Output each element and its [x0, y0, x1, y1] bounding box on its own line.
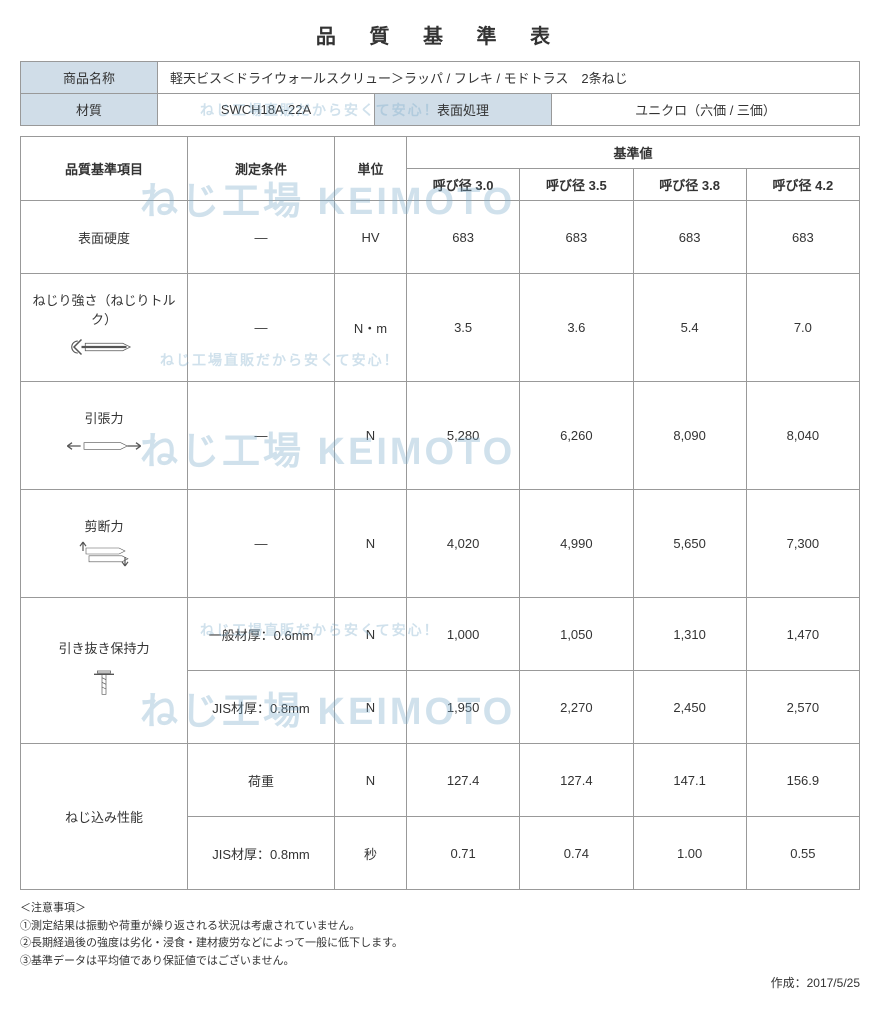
val-1-3: 7.0	[746, 274, 859, 382]
val-1-1: 3.6	[520, 274, 633, 382]
note-line-2: ③基準データは平均値であり保証値ではございません。	[20, 953, 860, 971]
note-line-1: ②長期経過後の強度は劣化・浸食・建材疲労などによって一般に低下します。	[20, 935, 860, 953]
date-label: 作成：	[771, 976, 807, 990]
val-4-3: 1,470	[746, 598, 859, 671]
val-7-2: 1.00	[633, 817, 746, 890]
item-label-0: 表面硬度	[78, 228, 130, 247]
val-6-2: 147.1	[633, 744, 746, 817]
label-material: 材質	[21, 94, 158, 126]
cond-3: ―	[188, 490, 335, 598]
item-label-2: 引張力	[84, 408, 123, 427]
col-diameter-0: 呼び径 3.0	[407, 169, 520, 201]
unit-0: HV	[335, 201, 407, 274]
val-2-3: 8,040	[746, 382, 859, 490]
val-7-0: 0.71	[407, 817, 520, 890]
val-7-3: 0.55	[746, 817, 859, 890]
unit-1: N・m	[335, 274, 407, 382]
val-5-1: 2,270	[520, 671, 633, 744]
col-standard: 基準値	[407, 137, 860, 169]
item-6: ねじ込み性能	[21, 744, 188, 890]
item-0: 表面硬度	[21, 201, 188, 274]
item-label-6: ねじ込み性能	[65, 807, 143, 826]
val-0-2: 683	[633, 201, 746, 274]
spec-table: 品質基準項目 測定条件 単位 基準値 呼び径 3.0呼び径 3.5呼び径 3.8…	[20, 136, 860, 890]
notes-block: ＜注意事項＞ ①測定結果は振動や荷重が繰り返される状況は考慮されていません。②長…	[20, 900, 860, 970]
unit-6: N	[335, 744, 407, 817]
date-line: 作成：2017/5/25	[20, 974, 860, 991]
val-3-2: 5,650	[633, 490, 746, 598]
val-5-2: 2,450	[633, 671, 746, 744]
date-value: 2017/5/25	[807, 976, 860, 990]
val-4-0: 1,000	[407, 598, 520, 671]
val-1-0: 3.5	[407, 274, 520, 382]
value-surface: ユニクロ（六価 / 三価）	[552, 94, 860, 126]
value-product-name: 軽天ビス＜ドライウォールスクリュー＞ラッパ / フレキ / モドトラス 2条ねじ	[158, 62, 860, 94]
val-7-1: 0.74	[520, 817, 633, 890]
label-surface: 表面処理	[375, 94, 552, 126]
item-label-3: 剪断力	[84, 516, 123, 535]
unit-4: N	[335, 598, 407, 671]
val-5-3: 2,570	[746, 671, 859, 744]
val-4-1: 1,050	[520, 598, 633, 671]
col-diameter-1: 呼び径 3.5	[520, 169, 633, 201]
val-2-2: 8,090	[633, 382, 746, 490]
cond-4: 一般材厚：0.6mm	[188, 598, 335, 671]
unit-5: N	[335, 671, 407, 744]
val-0-1: 683	[520, 201, 633, 274]
val-3-3: 7,300	[746, 490, 859, 598]
note-line-0: ①測定結果は振動や荷重が繰り返される状況は考慮されていません。	[20, 918, 860, 936]
val-6-1: 127.4	[520, 744, 633, 817]
col-cond: 測定条件	[188, 137, 335, 201]
val-6-0: 127.4	[407, 744, 520, 817]
item-4: 引き抜き保持力	[21, 598, 188, 744]
item-3: 剪断力	[21, 490, 188, 598]
val-0-3: 683	[746, 201, 859, 274]
item-label-4: 引き抜き保持力	[58, 638, 149, 657]
cond-1: ―	[188, 274, 335, 382]
col-unit: 単位	[335, 137, 407, 201]
val-1-2: 5.4	[633, 274, 746, 382]
item-label-1: ねじり強さ（ねじりトルク）	[29, 290, 179, 328]
shear-icon	[64, 539, 144, 572]
cond-0: ―	[188, 201, 335, 274]
val-6-3: 156.9	[746, 744, 859, 817]
val-3-1: 4,990	[520, 490, 633, 598]
page-title: 品 質 基 準 表	[20, 20, 860, 49]
unit-7: 秒	[335, 817, 407, 890]
val-5-0: 1,950	[407, 671, 520, 744]
cond-5: JIS材厚：0.8mm	[188, 671, 335, 744]
cond-6: 荷重	[188, 744, 335, 817]
tension-icon	[64, 431, 144, 464]
header-table: 商品名称 軽天ビス＜ドライウォールスクリュー＞ラッパ / フレキ / モドトラス…	[20, 61, 860, 126]
cond-7: JIS材厚：0.8mm	[188, 817, 335, 890]
val-2-0: 5,280	[407, 382, 520, 490]
val-3-0: 4,020	[407, 490, 520, 598]
pull-icon	[74, 661, 134, 704]
val-4-2: 1,310	[633, 598, 746, 671]
notes-header: ＜注意事項＞	[20, 900, 860, 918]
val-2-1: 6,260	[520, 382, 633, 490]
unit-2: N	[335, 382, 407, 490]
col-diameter-3: 呼び径 4.2	[746, 169, 859, 201]
item-2: 引張力	[21, 382, 188, 490]
torque-icon	[64, 332, 144, 365]
val-0-0: 683	[407, 201, 520, 274]
unit-3: N	[335, 490, 407, 598]
label-product-name: 商品名称	[21, 62, 158, 94]
cond-2: ―	[188, 382, 335, 490]
col-diameter-2: 呼び径 3.8	[633, 169, 746, 201]
value-material: SWCH18A-22A	[158, 94, 375, 126]
item-1: ねじり強さ（ねじりトルク）	[21, 274, 188, 382]
col-item: 品質基準項目	[21, 137, 188, 201]
